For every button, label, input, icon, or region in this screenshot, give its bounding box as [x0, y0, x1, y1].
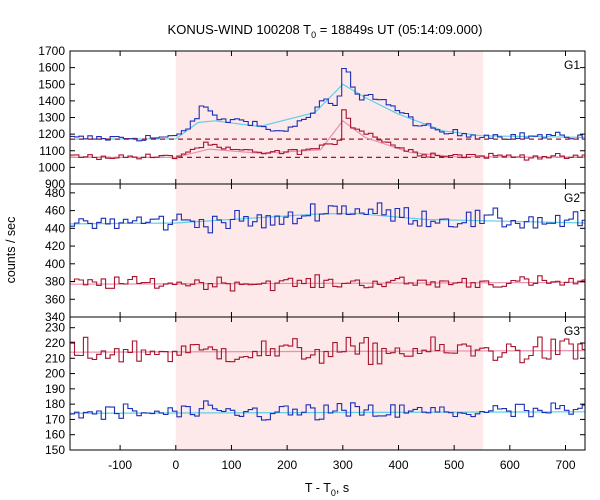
y-tick-label: 1700 — [38, 44, 65, 58]
x-tick-label: 500 — [444, 458, 464, 472]
y-tick-label: 210 — [45, 351, 65, 365]
y-tick-label: 440 — [45, 221, 65, 235]
y-tick-label: 360 — [45, 292, 65, 306]
count-rate-histogram-red — [70, 274, 585, 292]
panel-label-g3: G3 — [564, 324, 580, 338]
x-tick-label: 400 — [388, 458, 408, 472]
model-fit-curve — [70, 212, 585, 225]
count-rate-histogram-red — [70, 336, 585, 365]
y-tick-label: 420 — [45, 239, 65, 253]
panel-label-g2: G2 — [564, 191, 580, 205]
y-tick-label: 180 — [45, 397, 65, 411]
x-tick-label: 200 — [277, 458, 297, 472]
y-tick-label: 1300 — [38, 111, 65, 125]
panel-frame — [69, 316, 586, 451]
y-tick-label: 1400 — [38, 94, 65, 108]
y-tick-label: 900 — [45, 177, 65, 191]
x-tick-label: 600 — [500, 458, 520, 472]
count-rate-histogram-blue — [70, 202, 585, 234]
y-tick-label: 340 — [45, 310, 65, 324]
panel-g3-series — [70, 336, 585, 421]
y-tick-label: 1600 — [38, 61, 65, 75]
model-fit-curve — [70, 83, 585, 140]
y-tick-label: 220 — [45, 336, 65, 350]
count-rate-histogram-red — [70, 109, 585, 161]
y-tick-label: 170 — [45, 412, 65, 426]
model-fit-curve — [70, 411, 585, 414]
y-tick-label: 190 — [45, 382, 65, 396]
y-tick-label: 380 — [45, 275, 65, 289]
y-tick-label: 480 — [45, 186, 65, 200]
x-tick-label: 100 — [221, 458, 241, 472]
y-tick-label: 400 — [45, 257, 65, 271]
y-tick-label: 1100 — [39, 144, 65, 158]
y-tick-label: 160 — [45, 428, 65, 442]
y-tick-label: 1500 — [38, 77, 65, 91]
y-tick-label: 230 — [45, 321, 65, 335]
x-tick-label: -100 — [108, 458, 132, 472]
x-tick-label: 0 — [172, 458, 179, 472]
y-tick-label: 150 — [45, 443, 65, 457]
y-tick-label: 200 — [45, 367, 65, 381]
x-axis-label: T - T0, s — [305, 481, 349, 498]
panel-label-g1: G1 — [564, 58, 580, 72]
count-rate-histogram-blue — [70, 400, 585, 421]
y-axis-label: counts / sec — [4, 217, 18, 284]
count-rate-histogram-blue — [70, 67, 585, 142]
y-tick-label: 1200 — [38, 127, 65, 141]
y-tick-label: 1000 — [38, 160, 65, 174]
model-fit-curve — [70, 281, 585, 285]
x-tick-label: 300 — [333, 458, 353, 472]
x-tick-label: 700 — [555, 458, 575, 472]
plot-area: 90010001100120013001400150016001700G1340… — [38, 44, 586, 472]
panel-g1-series — [70, 67, 585, 161]
y-tick-label: 460 — [45, 204, 65, 218]
model-fit-curve — [70, 119, 585, 158]
panel-g2-series — [70, 202, 585, 292]
chart-title: KONUS-WIND 100208 T0 = 18849s UT (05:14:… — [168, 22, 483, 40]
analysis-interval-shading — [175, 51, 484, 450]
